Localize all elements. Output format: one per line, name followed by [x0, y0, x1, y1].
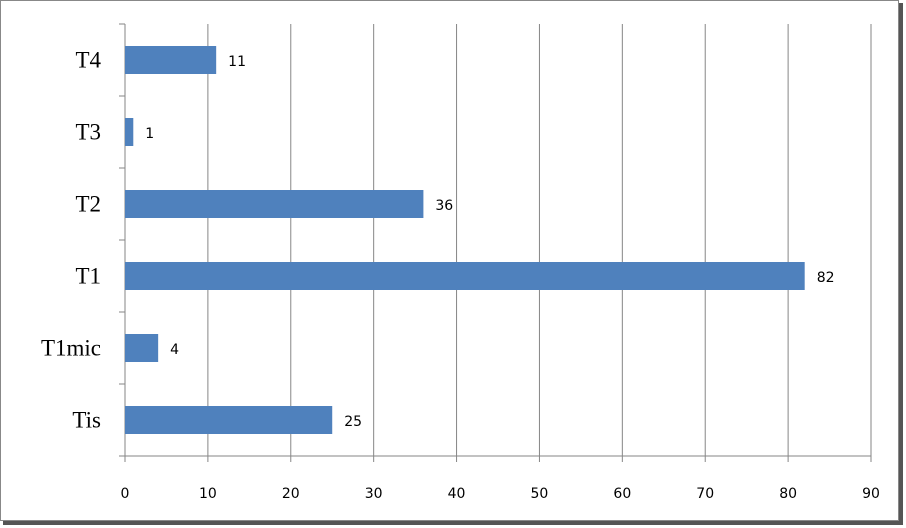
bar [125, 190, 424, 218]
value-label: 82 [817, 270, 835, 286]
bar [125, 334, 159, 362]
x-tick-label: 0 [121, 486, 130, 502]
value-label: 25 [344, 414, 362, 430]
value-label: 4 [170, 342, 179, 358]
y-tick-label: Tis [72, 407, 101, 432]
bar [125, 262, 805, 290]
x-tick-label: 60 [613, 486, 631, 502]
y-tick-label: T3 [75, 119, 101, 144]
y-tick-label: T1 [75, 263, 101, 288]
bar [125, 406, 333, 434]
x-tick-label: 50 [531, 486, 549, 502]
x-tick-label: 40 [448, 486, 466, 502]
x-tick-label: 10 [199, 486, 217, 502]
value-label: 36 [435, 198, 453, 214]
value-label: 11 [228, 54, 246, 70]
x-tick-label: 80 [779, 486, 797, 502]
x-tick-label: 70 [696, 486, 714, 502]
x-tick-label: 30 [365, 486, 383, 502]
chart-frame [0, 0, 899, 521]
value-label: 1 [145, 126, 154, 142]
y-tick-label: T1mic [41, 335, 101, 360]
y-tick-label: T2 [75, 191, 101, 216]
bar [125, 46, 217, 74]
y-tick-label: T4 [75, 47, 101, 72]
x-tick-label: 90 [862, 486, 880, 502]
x-tick-label: 20 [282, 486, 300, 502]
bar [125, 118, 134, 146]
